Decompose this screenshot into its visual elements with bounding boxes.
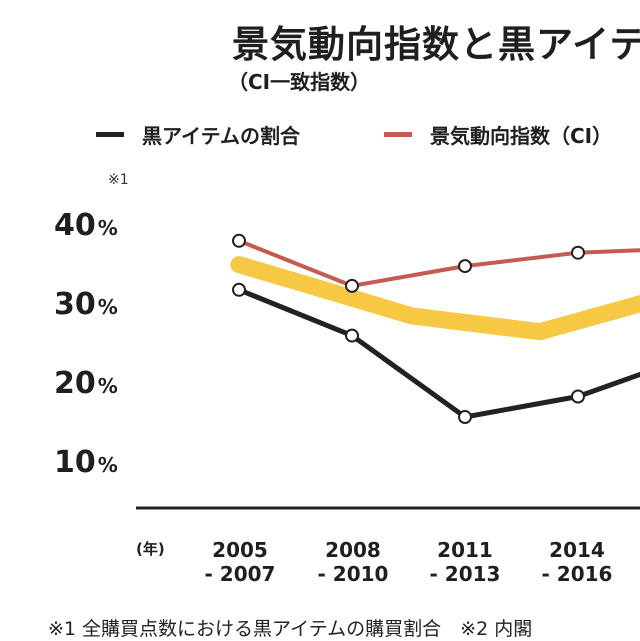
y-tick-30: 30% (54, 287, 118, 322)
data-point-black-share (571, 389, 585, 404)
x-tick-2008-2010: 2008 - 2010 (293, 538, 413, 586)
y-tick-label: 10 (54, 445, 96, 480)
x-tick-line2: - 2016 (541, 562, 613, 586)
legend-item-ci: 景気動向指数（CI） (384, 120, 612, 149)
x-axis-unit-label: (年) (136, 540, 165, 558)
legend-item-black-share: 黒アイテムの割合 (96, 120, 300, 149)
legend-label-black: 黒アイテムの割合 (142, 124, 300, 148)
data-point-ci (458, 259, 472, 274)
y-tick-20: 20% (54, 366, 118, 401)
y-tick-unit: % (97, 374, 118, 398)
y-tick-label: 40 (54, 208, 96, 243)
legend-swatch-black (96, 132, 124, 137)
data-point-black-share (345, 328, 359, 343)
x-tick-line1: 2008 (325, 538, 381, 562)
data-point-black-share (232, 282, 246, 297)
data-point-ci (232, 233, 246, 248)
x-tick-line1: 2005 (212, 538, 268, 562)
y-tick-label: 20 (54, 366, 96, 401)
y-tick-label: 30 (54, 287, 96, 322)
chart-title: 景気動向指数と黒アイテ (232, 23, 640, 66)
x-tick-line1: 2014 (549, 538, 605, 562)
y-tick-unit: % (97, 295, 118, 319)
data-point-ci (345, 278, 359, 293)
chart-subtitle: （CI一致指数） (228, 70, 371, 94)
x-tick-2011-2013: 2011 - 2013 (405, 538, 525, 586)
footnote: ※1 全購買点数における黒アイテムの購買割合 ※2 内閣 (48, 618, 533, 640)
x-tick-line2: - 2010 (317, 562, 389, 586)
x-tick-line2: - 2007 (204, 562, 276, 586)
y-tick-unit: % (97, 453, 118, 477)
legend-swatch-red (384, 132, 412, 137)
data-point-black-share (458, 410, 472, 424)
note-mark: ※1 (108, 172, 129, 188)
trend-band (230, 256, 640, 341)
x-tick-line2: - 2013 (429, 562, 501, 586)
legend-label-ci: 景気動向指数（CI） (430, 124, 613, 148)
x-tick-2014-2016: 2014 - 2016 (517, 538, 637, 586)
y-tick-unit: % (97, 216, 118, 240)
y-tick-40: 40% (54, 208, 118, 243)
x-tick-line1: 2011 (437, 538, 493, 562)
data-point-ci (571, 245, 585, 260)
x-tick-2005-2007: 2005 - 2007 (180, 538, 300, 586)
y-tick-10: 10% (54, 445, 118, 480)
